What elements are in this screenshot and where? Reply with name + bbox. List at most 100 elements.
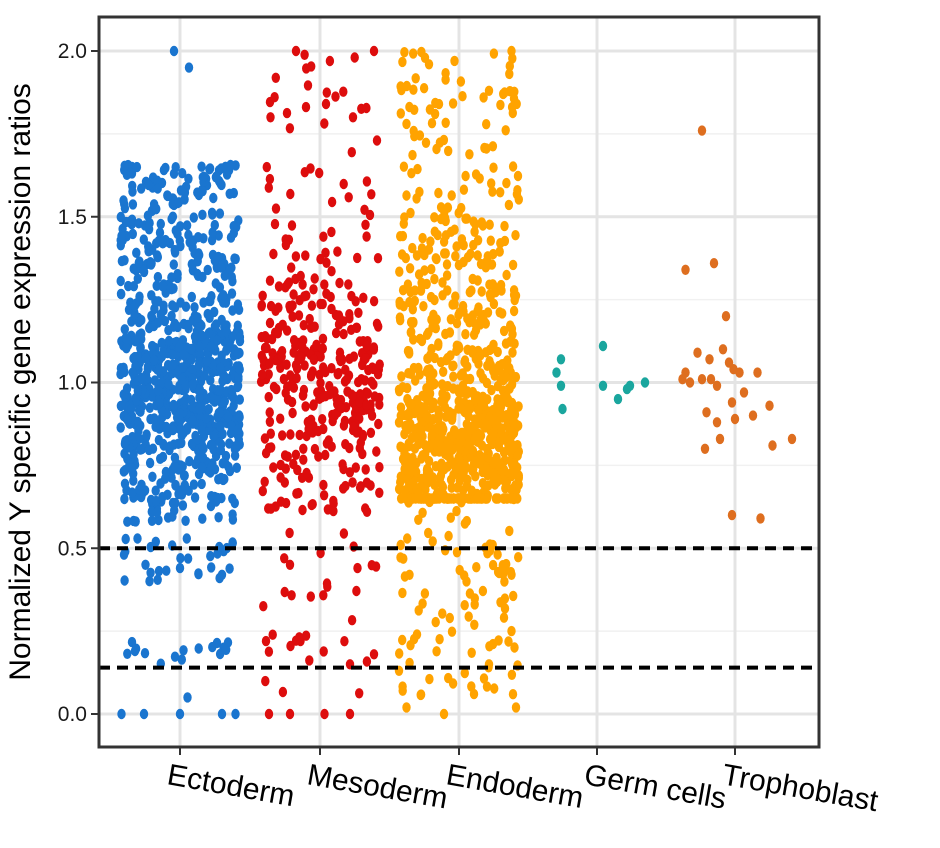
data-point bbox=[165, 237, 175, 249]
data-point bbox=[727, 397, 737, 408]
data-point bbox=[509, 305, 519, 317]
data-point bbox=[372, 446, 381, 457]
data-point bbox=[373, 253, 383, 264]
data-point bbox=[339, 178, 348, 190]
data-point bbox=[558, 403, 567, 415]
data-point bbox=[363, 388, 373, 399]
data-point bbox=[473, 250, 482, 261]
data-point bbox=[265, 173, 275, 185]
data-point bbox=[177, 654, 186, 665]
data-point bbox=[410, 295, 419, 307]
data-point bbox=[319, 590, 328, 601]
data-point bbox=[448, 678, 458, 689]
data-point bbox=[204, 328, 213, 339]
data-point bbox=[414, 269, 424, 280]
data-point bbox=[152, 507, 162, 518]
data-point bbox=[212, 319, 221, 330]
data-point bbox=[355, 336, 364, 347]
data-point bbox=[484, 85, 494, 97]
data-point bbox=[508, 53, 517, 64]
data-point bbox=[483, 443, 492, 455]
data-point bbox=[400, 485, 409, 496]
data-point bbox=[145, 322, 154, 334]
data-point bbox=[309, 284, 318, 295]
data-point bbox=[463, 252, 473, 263]
data-point bbox=[289, 347, 298, 358]
data-point bbox=[494, 360, 504, 372]
data-point bbox=[278, 686, 288, 698]
data-point bbox=[426, 350, 435, 361]
data-point bbox=[327, 196, 337, 208]
data-point bbox=[318, 414, 327, 425]
data-point bbox=[133, 385, 142, 396]
data-point bbox=[159, 164, 169, 176]
data-point bbox=[430, 212, 439, 223]
data-point bbox=[514, 479, 523, 490]
data-point bbox=[321, 366, 330, 378]
data-point bbox=[206, 500, 216, 512]
data-point bbox=[147, 290, 156, 301]
data-point bbox=[397, 249, 407, 260]
data-point bbox=[136, 342, 145, 353]
data-point bbox=[470, 599, 479, 610]
data-point bbox=[119, 195, 128, 206]
data-point bbox=[507, 669, 517, 680]
data-point bbox=[493, 493, 503, 504]
data-point bbox=[258, 485, 267, 497]
data-point bbox=[430, 378, 439, 390]
data-point bbox=[120, 478, 130, 489]
data-point bbox=[428, 536, 437, 547]
data-point bbox=[490, 683, 499, 694]
data-point bbox=[174, 384, 183, 395]
data-point bbox=[495, 246, 504, 257]
data-point bbox=[219, 290, 228, 301]
data-point bbox=[375, 399, 384, 410]
data-point bbox=[399, 553, 408, 564]
data-point bbox=[329, 498, 338, 509]
data-point bbox=[440, 493, 449, 504]
data-point bbox=[284, 277, 294, 288]
data-point bbox=[134, 257, 143, 268]
y-axis-title: Normalized Y specific gene expression ra… bbox=[4, 83, 37, 681]
data-point bbox=[403, 382, 412, 394]
data-point bbox=[153, 271, 163, 283]
data-point bbox=[318, 343, 327, 354]
data-point bbox=[185, 456, 194, 467]
data-point bbox=[404, 441, 413, 452]
data-point bbox=[187, 259, 196, 270]
data-point bbox=[422, 278, 431, 290]
data-point bbox=[260, 342, 270, 354]
data-point bbox=[283, 451, 292, 462]
data-point bbox=[296, 270, 305, 282]
data-point bbox=[194, 568, 203, 579]
data-point bbox=[480, 142, 489, 154]
data-point bbox=[419, 83, 429, 94]
data-point bbox=[510, 642, 519, 653]
data-point bbox=[153, 250, 162, 261]
data-point bbox=[495, 307, 504, 318]
data-point bbox=[158, 237, 167, 248]
data-point bbox=[361, 353, 370, 364]
data-point bbox=[511, 371, 521, 383]
data-point bbox=[367, 560, 376, 571]
data-point bbox=[225, 465, 235, 477]
data-point bbox=[508, 347, 517, 358]
data-point bbox=[437, 442, 446, 453]
data-point bbox=[148, 443, 158, 454]
data-point bbox=[121, 464, 130, 476]
data-point bbox=[170, 461, 179, 472]
data-point bbox=[315, 167, 324, 179]
data-point bbox=[268, 629, 277, 640]
data-point bbox=[153, 317, 163, 328]
data-point bbox=[197, 161, 206, 172]
data-point bbox=[459, 184, 469, 195]
data-point bbox=[221, 161, 230, 172]
data-point bbox=[502, 269, 511, 281]
data-point bbox=[748, 410, 758, 421]
data-point bbox=[282, 359, 291, 370]
data-point bbox=[504, 636, 513, 647]
data-point bbox=[472, 562, 481, 573]
data-point bbox=[120, 575, 129, 586]
data-point bbox=[288, 300, 297, 311]
